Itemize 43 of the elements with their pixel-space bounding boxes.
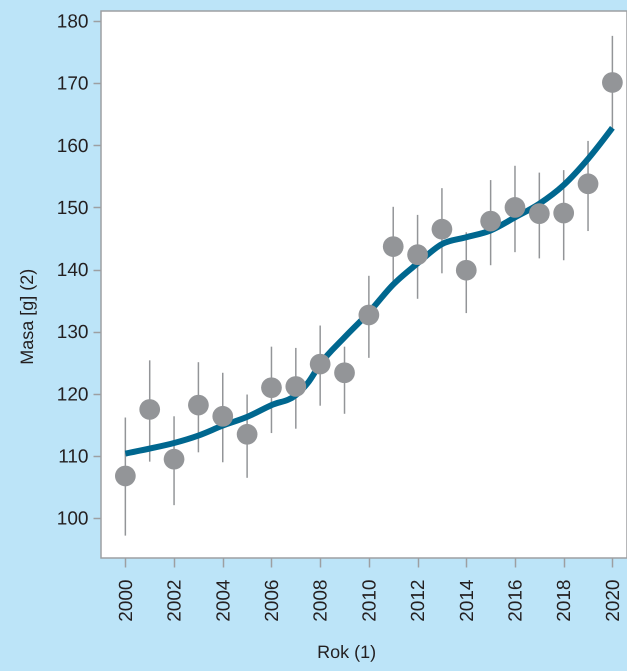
x-tick-label: 2012: [408, 580, 430, 622]
point: [407, 244, 428, 266]
point: [504, 197, 526, 218]
y-tick-label: 160: [56, 136, 88, 157]
point: [139, 399, 160, 420]
point: [261, 377, 282, 398]
x-tick-label: 2006: [262, 580, 283, 622]
point: [456, 260, 477, 281]
y-tick-label: 100: [56, 508, 88, 530]
point: [310, 354, 331, 374]
point: [382, 236, 404, 257]
y-tick-label: 150: [56, 198, 88, 219]
point: [578, 173, 598, 194]
x-tick-label: 2004: [213, 579, 234, 622]
point: [285, 376, 306, 397]
y-tick-label: 130: [56, 322, 88, 344]
y-tick-label: 180: [56, 11, 88, 32]
point: [553, 202, 574, 224]
y-tick-label: 170: [56, 74, 88, 95]
x-tick-label: 2008: [310, 580, 332, 622]
x-tick-label: 2020: [602, 580, 624, 622]
x-tick-label: 2000: [116, 580, 137, 622]
x-tick-label: 2002: [164, 580, 186, 622]
y-tick-label: 110: [58, 446, 88, 468]
point: [602, 72, 623, 93]
point: [236, 424, 258, 445]
x-tick-label: 2016: [505, 580, 526, 622]
y-axis-title: Masa [g] (2): [16, 268, 37, 365]
point: [480, 210, 501, 232]
x-tick-label: 2014: [456, 579, 478, 622]
point: [188, 394, 209, 416]
point: [358, 304, 380, 326]
y-tick-label: 120: [56, 384, 88, 406]
y-tick-label: 140: [56, 260, 88, 282]
x-tick-label: 2010: [359, 580, 380, 622]
point: [432, 218, 452, 240]
x-tick-label: 2018: [554, 580, 576, 622]
point: [212, 406, 234, 427]
point: [114, 466, 136, 486]
x-axis-title: Rok (1): [317, 642, 376, 662]
point: [164, 448, 184, 470]
point: [528, 203, 550, 224]
point: [334, 362, 355, 384]
